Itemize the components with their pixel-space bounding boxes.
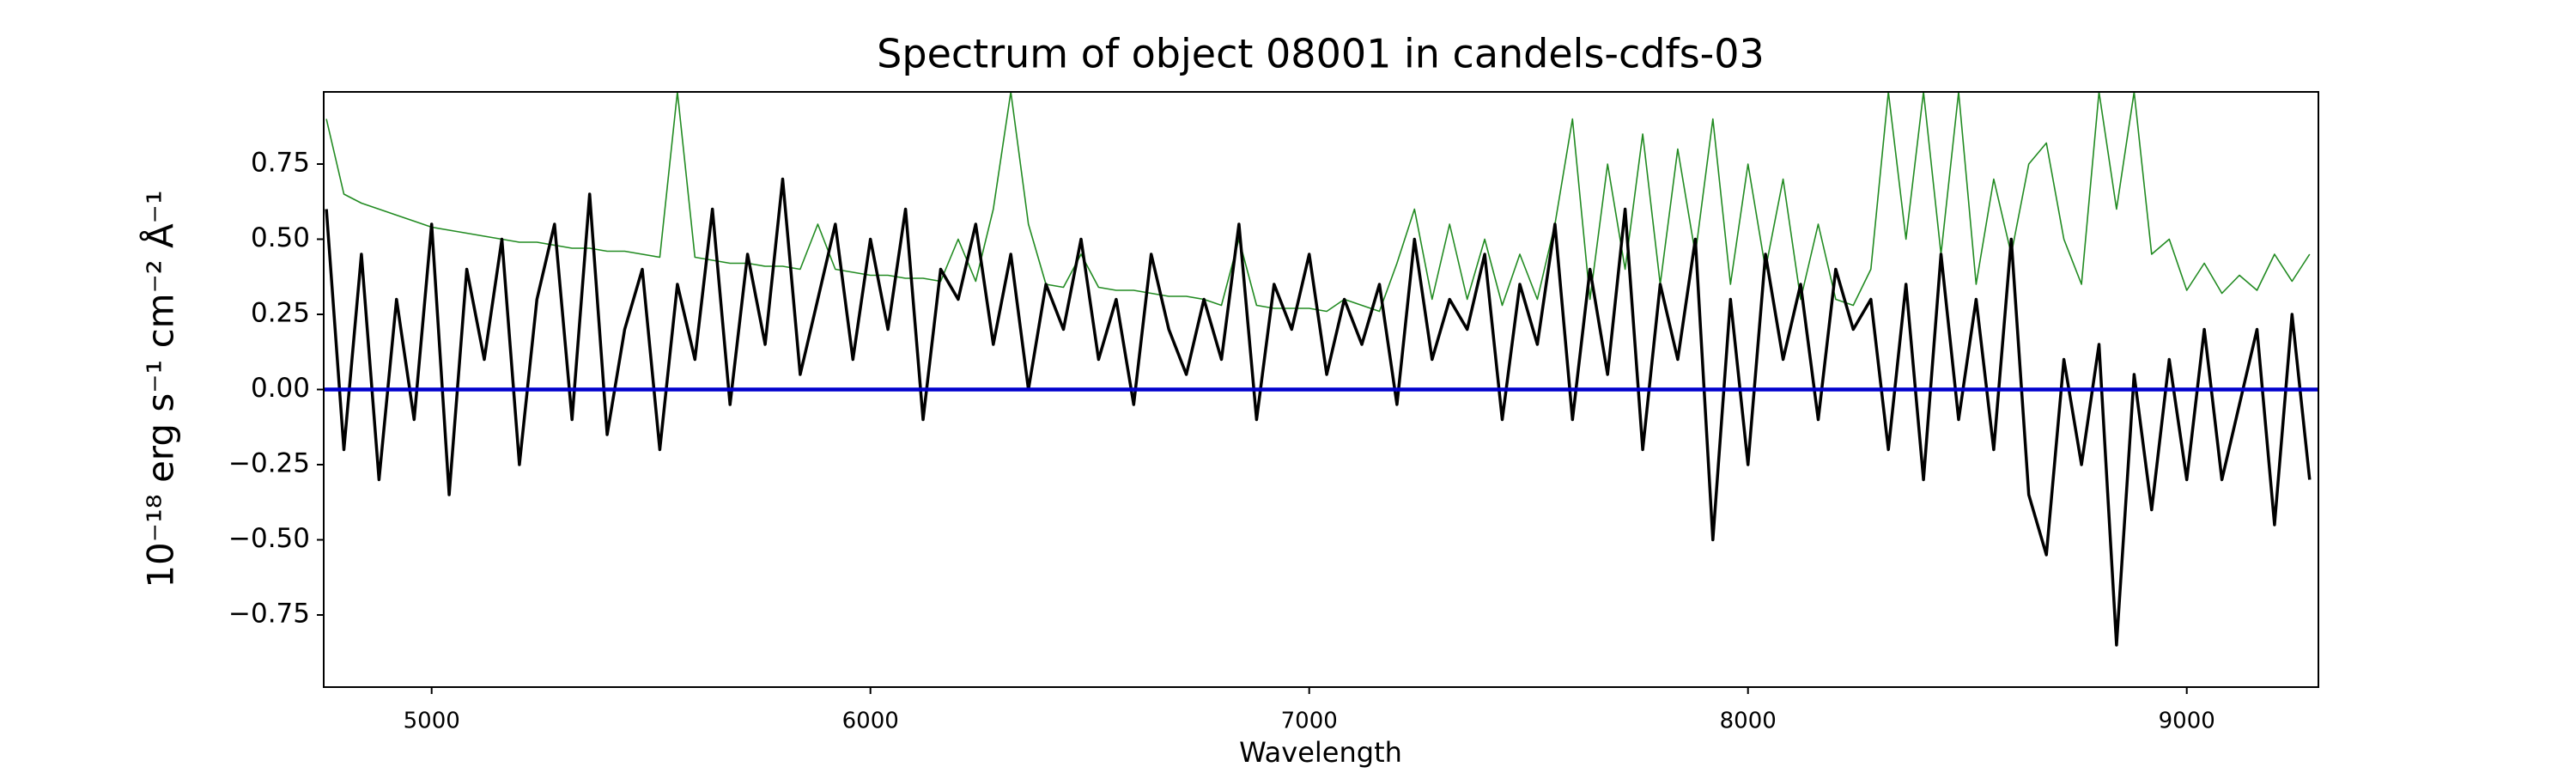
x-tick-label: 5000	[404, 709, 460, 734]
y-tick-label: −0.25	[228, 448, 310, 479]
series-line	[325, 92, 2311, 313]
x-tick-label: 6000	[842, 709, 899, 734]
y-tick-label: −0.75	[228, 599, 310, 630]
y-tick-label: −0.50	[228, 523, 310, 554]
y-tick-label: 0.25	[251, 298, 310, 329]
x-tick-label: 7000	[1281, 709, 1338, 734]
y-tick-label: 0.00	[251, 373, 310, 404]
y-tick-label: 0.75	[251, 148, 310, 179]
series-line	[325, 177, 2312, 647]
y-tick-label: 0.50	[251, 222, 310, 253]
x-axis-label: Wavelength	[1239, 736, 1402, 769]
chart-title: Spectrum of object 08001 in candels-cdfs…	[877, 31, 1765, 77]
x-tick-label: 9000	[2159, 709, 2215, 734]
y-axis-label: 10⁻¹⁸ erg s⁻¹ cm⁻² Å⁻¹	[139, 190, 182, 587]
x-tick-label: 8000	[1720, 709, 1777, 734]
